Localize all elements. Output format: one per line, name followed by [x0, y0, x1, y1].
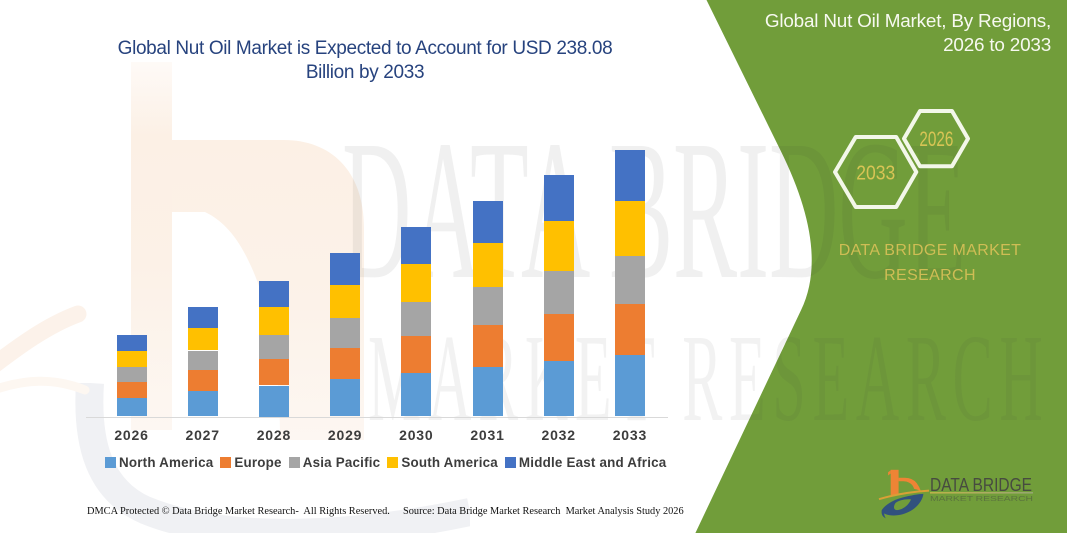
svg-text:2026: 2026: [919, 127, 953, 151]
svg-text:DATA BRIDGE: DATA BRIDGE: [930, 474, 1032, 495]
svg-text:2033: 2033: [856, 162, 895, 185]
svg-text:MARKET RESEARCH: MARKET RESEARCH: [930, 494, 1033, 503]
